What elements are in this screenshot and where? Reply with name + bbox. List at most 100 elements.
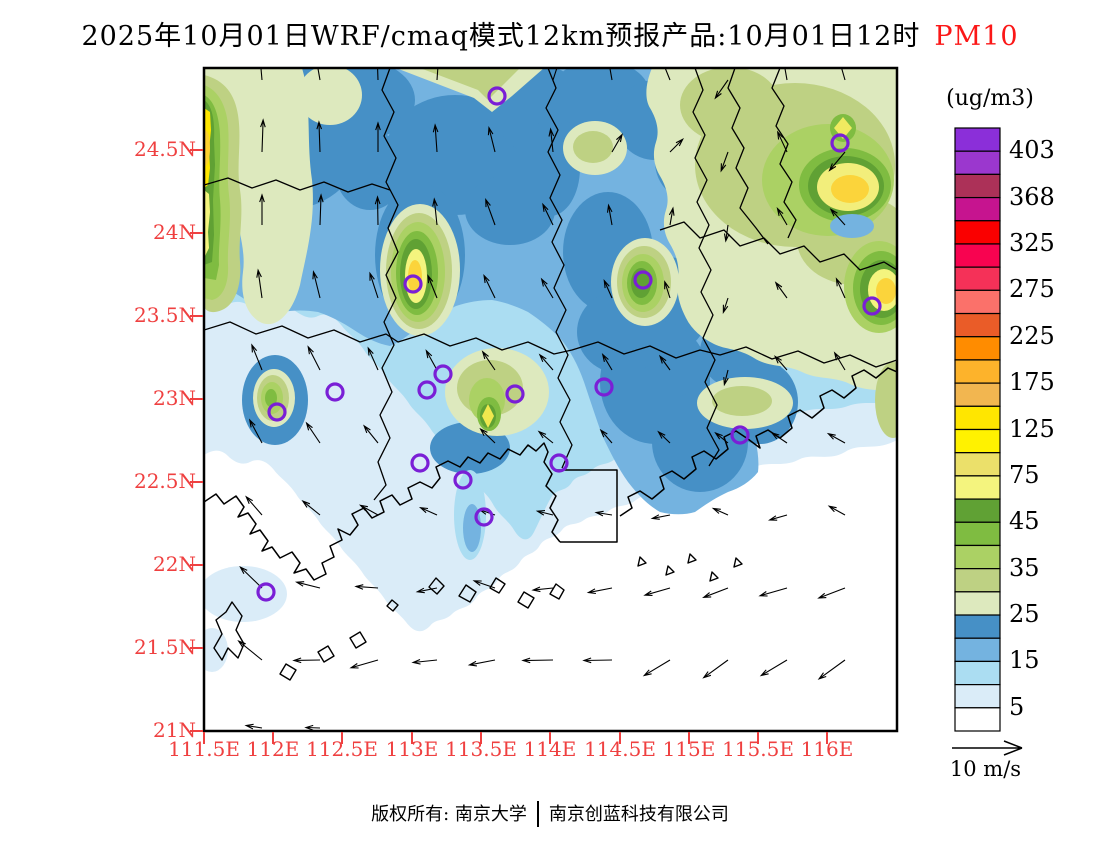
wind-ref-label: 10 m/s	[949, 757, 1022, 781]
station-circle-2	[403, 274, 423, 294]
wind-arrow-0	[260, 68, 263, 81]
lon-label-112E: 112E	[246, 737, 300, 761]
colorbar-box-23	[954, 660, 1001, 686]
wind-arrow-65	[301, 500, 321, 516]
wind-arrow-50	[658, 354, 671, 371]
wind-arrow-85	[817, 587, 846, 599]
lon-label-114E: 114E	[523, 737, 577, 761]
colorbar-tick-175: 175	[1009, 368, 1055, 397]
page-title: 2025年10月01日WRF/cmaq模式12km预报产品:10月01日12时 P…	[0, 14, 1100, 53]
west-center-peak	[380, 204, 460, 336]
station-circle-12	[453, 470, 473, 490]
wind-arrow-66	[358, 504, 379, 516]
colorbar-box-5	[954, 243, 1001, 268]
wind-arrow-75	[239, 565, 263, 589]
wind-arrow-32	[256, 268, 263, 299]
colorbar-box-1	[954, 150, 1001, 175]
colorbar-box-14	[954, 452, 1001, 477]
wind-arrow-62	[770, 431, 788, 444]
wind-arrow-70	[594, 510, 613, 517]
wind-arrow-38	[603, 279, 613, 299]
station-circle-0	[487, 86, 507, 106]
colorbar-tick-403: 403	[1009, 136, 1055, 165]
wind-arrow-86	[237, 639, 263, 661]
wind-arrow-17	[669, 138, 684, 153]
wind-arrow-82	[643, 587, 671, 596]
wind-arrow-19	[776, 130, 788, 153]
wind-arrow-37	[540, 277, 554, 299]
colorbar-box-24	[954, 684, 1001, 709]
wind-arrow-33	[312, 270, 321, 299]
wind-arrow-95	[759, 659, 788, 677]
title-text: 2025年10月01日WRF/cmaq模式12km预报产品:10月01日12时	[81, 21, 921, 52]
station-circle-6	[433, 364, 453, 384]
colorbar-tick-275: 275	[1009, 275, 1055, 304]
northeast-peak	[680, 68, 897, 285]
wind-arrow-91	[521, 657, 554, 664]
wind-arrow-24	[432, 197, 438, 226]
colorbar-tick-15: 15	[1009, 646, 1040, 675]
wind-arrow-34	[369, 271, 379, 299]
wind-arrow-31	[829, 208, 846, 226]
beige-oval	[563, 121, 627, 175]
lat-label-24N: 24N	[153, 220, 196, 244]
station-circle-16	[256, 582, 276, 602]
wind-arrow-23	[374, 195, 381, 226]
colorbar-box-16	[954, 498, 1001, 523]
wind-arrow-14	[487, 126, 496, 153]
wind-arrow-27	[606, 203, 613, 226]
colorbar	[954, 127, 1001, 732]
northwest-ridge	[204, 68, 313, 325]
wind-arrow-61	[714, 431, 729, 444]
wind-arrow-51	[723, 369, 729, 387]
center-east-peak	[611, 238, 679, 326]
colorbar-tick-35: 35	[1009, 553, 1040, 582]
lat-label-22.5N: 22.5N	[133, 469, 196, 493]
station-circle-8	[505, 384, 525, 404]
colorbar-box-0	[954, 127, 1001, 152]
wind-arrow-56	[363, 424, 379, 444]
wind-arrow-9	[840, 68, 846, 81]
colorbar-tick-5: 5	[1009, 692, 1025, 721]
wind-arrow-72	[711, 507, 729, 516]
colorbar-tick-368: 368	[1009, 182, 1055, 211]
wind-arrow-25	[485, 197, 496, 226]
lon-label-112.5E: 112.5E	[306, 737, 378, 761]
wind-arrow-42	[835, 277, 846, 299]
wind-arrow-89	[411, 658, 438, 665]
wind-arrow-49	[601, 353, 613, 371]
station-circle-11	[410, 453, 430, 473]
station-circle-7	[417, 380, 437, 400]
colorbar-tick-125: 125	[1009, 414, 1055, 443]
wind-arrow-53	[833, 351, 846, 371]
colorbar-box-22	[954, 637, 1001, 663]
wind-arrow-22	[317, 193, 324, 226]
wind-arrow-28	[668, 206, 675, 226]
colorbar-tick-325: 325	[1009, 228, 1055, 257]
lon-label-115E: 115E	[662, 737, 716, 761]
wind-arrow-8	[784, 68, 788, 81]
wind-arrow-35	[427, 274, 438, 299]
east-edge-peak	[844, 241, 897, 438]
axis-ticks	[190, 149, 828, 744]
colorbar-box-11	[954, 382, 1001, 407]
lat-label-23N: 23N	[153, 386, 196, 410]
wind-arrow-11	[316, 120, 323, 153]
station-circle-10	[267, 402, 287, 422]
wind-arrow-80	[531, 586, 554, 593]
lon-label-115.5E: 115.5E	[722, 737, 794, 761]
station-circle-5	[325, 382, 345, 402]
colorbar-tick-25: 25	[1009, 600, 1040, 629]
station-circle-15	[730, 425, 750, 445]
colorbar-tick-225: 225	[1009, 321, 1055, 350]
wind-arrow-47	[481, 350, 496, 371]
station-markers	[256, 86, 882, 602]
beige-blob-1	[298, 68, 362, 125]
copyright-divider	[536, 801, 539, 827]
wind-arrow-78	[415, 587, 438, 594]
wind-arrow-41	[774, 281, 788, 299]
wind-arrow-4	[552, 68, 558, 81]
wind-arrow-12	[375, 121, 381, 152]
lon-label-113.5E: 113.5E	[445, 737, 517, 761]
